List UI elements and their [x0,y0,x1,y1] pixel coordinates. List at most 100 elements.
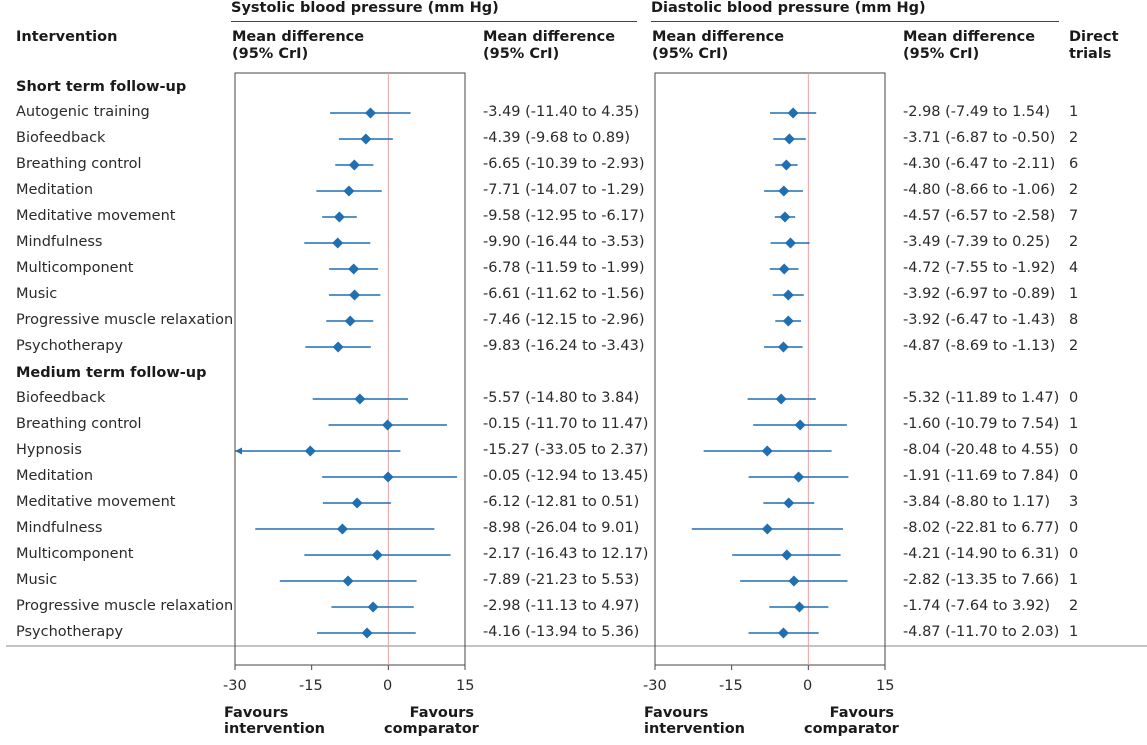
sbp-estimate-text: -6.78 (-11.59 to -1.99) [483,260,645,276]
sbp-tick-15: 15 [456,678,475,694]
dbp-estimate-marker [788,575,800,587]
dbp-estimate-text: -4.87 (-8.69 to -1.13) [903,338,1056,354]
sbp-favours-comparator-line2: comparator [384,721,479,737]
intervention-label: Meditative movement [16,208,176,224]
sbp-estimate-marker [354,393,366,405]
dbp-estimate-marker [781,549,793,561]
intervention-label: Multicomponent [16,546,134,562]
intervention-label: Psychotherapy [16,624,124,640]
dbp-favours-comparator-line2: comparator [804,721,899,737]
dbp-estimate-marker [794,419,806,431]
sbp-estimate-text: -6.12 (-12.81 to 0.51) [483,494,640,510]
direct-trials-count: 1 [1069,286,1079,302]
intervention-label: Multicomponent [16,260,134,276]
dbp-tick-minus15: -15 [719,678,743,694]
dbp-favours-comparator-line1: Favours [829,705,894,721]
sbp-tick-minus30: -30 [223,678,247,694]
diastolic-title: Diastolic blood pressure (mm Hg) [651,0,926,16]
sbp-estimate-marker [361,627,373,639]
dbp-estimate-text: -4.30 (-6.47 to -2.11) [903,156,1056,172]
intervention-label: Biofeedback [16,390,106,406]
dbp-favours-intervention-line1: Favours [644,705,709,721]
sbp-text-header-line1: Mean difference [483,29,616,45]
dbp-estimate-text: -3.49 (-7.39 to 0.25) [903,234,1051,250]
direct-trials-count: 7 [1069,208,1079,224]
dbp-estimate-text: -4.72 (-7.55 to -1.92) [903,260,1056,276]
sbp-estimate-marker [336,523,348,535]
sbp-estimate-text: -0.15 (-11.70 to 11.47) [483,416,649,432]
direct-trials-count: 2 [1069,234,1079,250]
dbp-estimate-text: -4.87 (-11.70 to 2.03) [903,624,1060,640]
sbp-estimate-marker [348,263,360,275]
dbp-tick-15: 15 [876,678,895,694]
systolic-title: Systolic blood pressure (mm Hg) [231,0,499,16]
intervention-label: Music [16,286,58,302]
direct-trials-count: 4 [1069,260,1079,276]
intervention-label: Psychotherapy [16,338,124,354]
sbp-ci-arrow [235,447,242,455]
dbp-plot-header-line2: (95% CrI) [652,46,729,62]
direct-trials-count: 0 [1069,390,1079,406]
dbp-favours-intervention: Favours intervention [644,705,745,737]
sbp-estimate-marker [371,549,383,561]
direct-trials-count: 1 [1069,624,1079,640]
dbp-estimate-text: -1.74 (-7.64 to 3.92) [903,598,1051,614]
sbp-estimate-marker [304,445,316,457]
dbp-text-header-line2: (95% CrI) [903,46,980,62]
dbp-estimate-text: -1.60 (-10.79 to 7.54) [903,416,1060,432]
direct-trials-header-line1: Direct [1069,29,1119,45]
dbp-favours-intervention-line2: intervention [644,721,746,737]
sbp-estimate-marker [367,601,379,613]
dbp-estimate-text: -8.04 (-20.48 to 4.55) [903,442,1060,458]
sbp-estimate-text: -2.98 (-11.13 to 4.97) [483,598,640,614]
intervention-label: Meditation [16,182,94,198]
sbp-plot-frame [234,72,466,666]
sbp-estimate-marker [348,159,360,171]
dbp-estimate-marker [784,237,796,249]
dbp-estimate-marker [778,263,790,275]
sbp-tick-0: 0 [383,678,393,694]
sbp-estimate-text: -7.46 (-12.15 to -2.96) [483,312,645,328]
dbp-estimate-marker [782,289,794,301]
sbp-favours-comparator-line1: Favours [409,705,474,721]
direct-trials-count: 0 [1069,442,1079,458]
sbp-estimate-text: -6.61 (-11.62 to -1.56) [483,286,645,302]
dbp-estimate-marker [775,393,787,405]
dbp-estimate-marker [783,497,795,509]
sbp-estimate-marker [364,107,376,119]
sbp-estimate-marker [342,575,354,587]
sbp-estimate-marker [382,419,394,431]
dbp-estimate-marker [778,185,790,197]
intervention-label: Progressive muscle relaxation [16,598,234,614]
intervention-label: Mindfulness [16,520,103,536]
dbp-estimate-text: -4.21 (-14.90 to 6.31) [903,546,1060,562]
dbp-plot-header: Mean difference (95% CrI) [652,29,784,63]
sbp-estimate-text: -9.58 (-12.95 to -6.17) [483,208,645,224]
sbp-favours-comparator: Favours comparator [384,705,479,737]
dbp-estimate-text: -2.98 (-7.49 to 1.54) [903,104,1051,120]
sbp-estimate-text: -2.17 (-16.43 to 12.17) [483,546,649,562]
sbp-estimate-marker [382,471,394,483]
dbp-estimate-text: -5.32 (-11.89 to 1.47) [903,390,1060,406]
sbp-estimate-text: -8.98 (-26.04 to 9.01) [483,520,640,536]
sbp-favours-intervention-line1: Favours [224,705,289,721]
sbp-estimate-marker [332,237,344,249]
sbp-estimate-marker [344,315,356,327]
direct-trials-count: 0 [1069,468,1079,484]
intervention-label: Meditation [16,468,94,484]
direct-trials-count: 2 [1069,598,1079,614]
intervention-label: Autogenic training [16,104,150,120]
sbp-estimate-text: -4.16 (-13.94 to 5.36) [483,624,640,640]
dbp-estimate-marker [779,211,791,223]
sbp-estimate-text: -0.05 (-12.94 to 13.45) [483,468,649,484]
direct-trials-header-line2: trials [1069,46,1112,62]
dbp-tick-minus30: -30 [643,678,667,694]
intervention-label: Hypnosis [16,442,82,458]
dbp-estimate-marker [793,601,805,613]
dbp-estimate-marker [780,159,792,171]
dbp-estimate-text: -3.84 (-8.80 to 1.17) [903,494,1051,510]
section-medium-term: Medium term follow-up [16,365,207,381]
direct-trials-count: 1 [1069,104,1079,120]
dbp-estimate-text: -4.57 (-6.57 to -2.58) [903,208,1056,224]
